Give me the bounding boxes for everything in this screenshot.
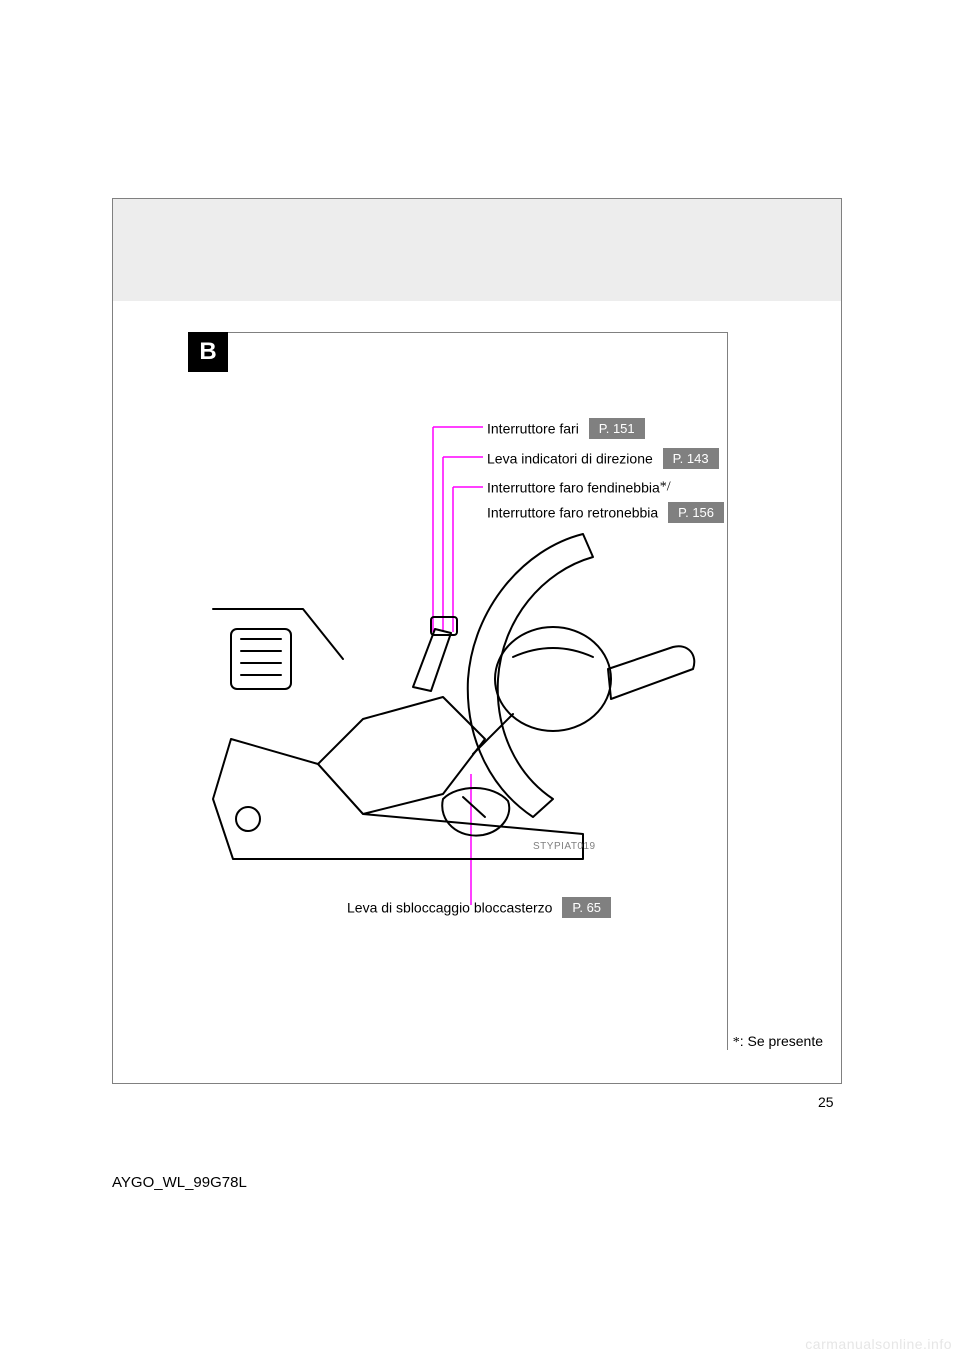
callout-label-text: Interruttore fari (487, 421, 579, 437)
callout-tilt-release-lever: Leva di sbloccaggio bloccasterzo P. 65 (347, 897, 611, 918)
watermark: carmanualsonline.info (805, 1336, 952, 1352)
page-ref-pill: P. 151 (589, 418, 645, 439)
page-ref-pill: P. 65 (562, 897, 611, 918)
callout-label-text: Leva di sbloccaggio bloccasterzo (347, 900, 552, 916)
footnote-symbol: * (733, 1035, 740, 1050)
callout-label-text: Leva indicatori di direzione (487, 451, 653, 467)
callout-headlight-switch: Interruttore fari P. 151 (487, 418, 645, 439)
section-badge: B (188, 332, 228, 372)
page-ref-pill: P. 143 (663, 448, 719, 469)
document-code: AYGO_WL_99G78L (112, 1174, 247, 1191)
footnote-text: : Se presente (740, 1033, 823, 1049)
callout-fog-switch-line2: Interruttore faro retronebbia P. 156 (487, 502, 724, 523)
manual-page: B (112, 198, 842, 1084)
page-ref-pill: P. 156 (668, 502, 724, 523)
footnote: *: Se presente (733, 1033, 823, 1051)
callout-fog-switch-line1: Interruttore faro fendinebbia*/ (487, 478, 671, 495)
page-number: 25 (818, 1094, 834, 1110)
image-code: STYPIAT019 (533, 841, 596, 852)
figure-frame (188, 332, 728, 1050)
header-band (113, 199, 841, 301)
callout-turn-signal-lever: Leva indicatori di direzione P. 143 (487, 448, 719, 469)
callout-label-text: Interruttore faro retronebbia (487, 505, 658, 521)
callout-suffix: */ (660, 479, 671, 494)
callout-label-text: Interruttore faro fendinebbia (487, 479, 660, 495)
